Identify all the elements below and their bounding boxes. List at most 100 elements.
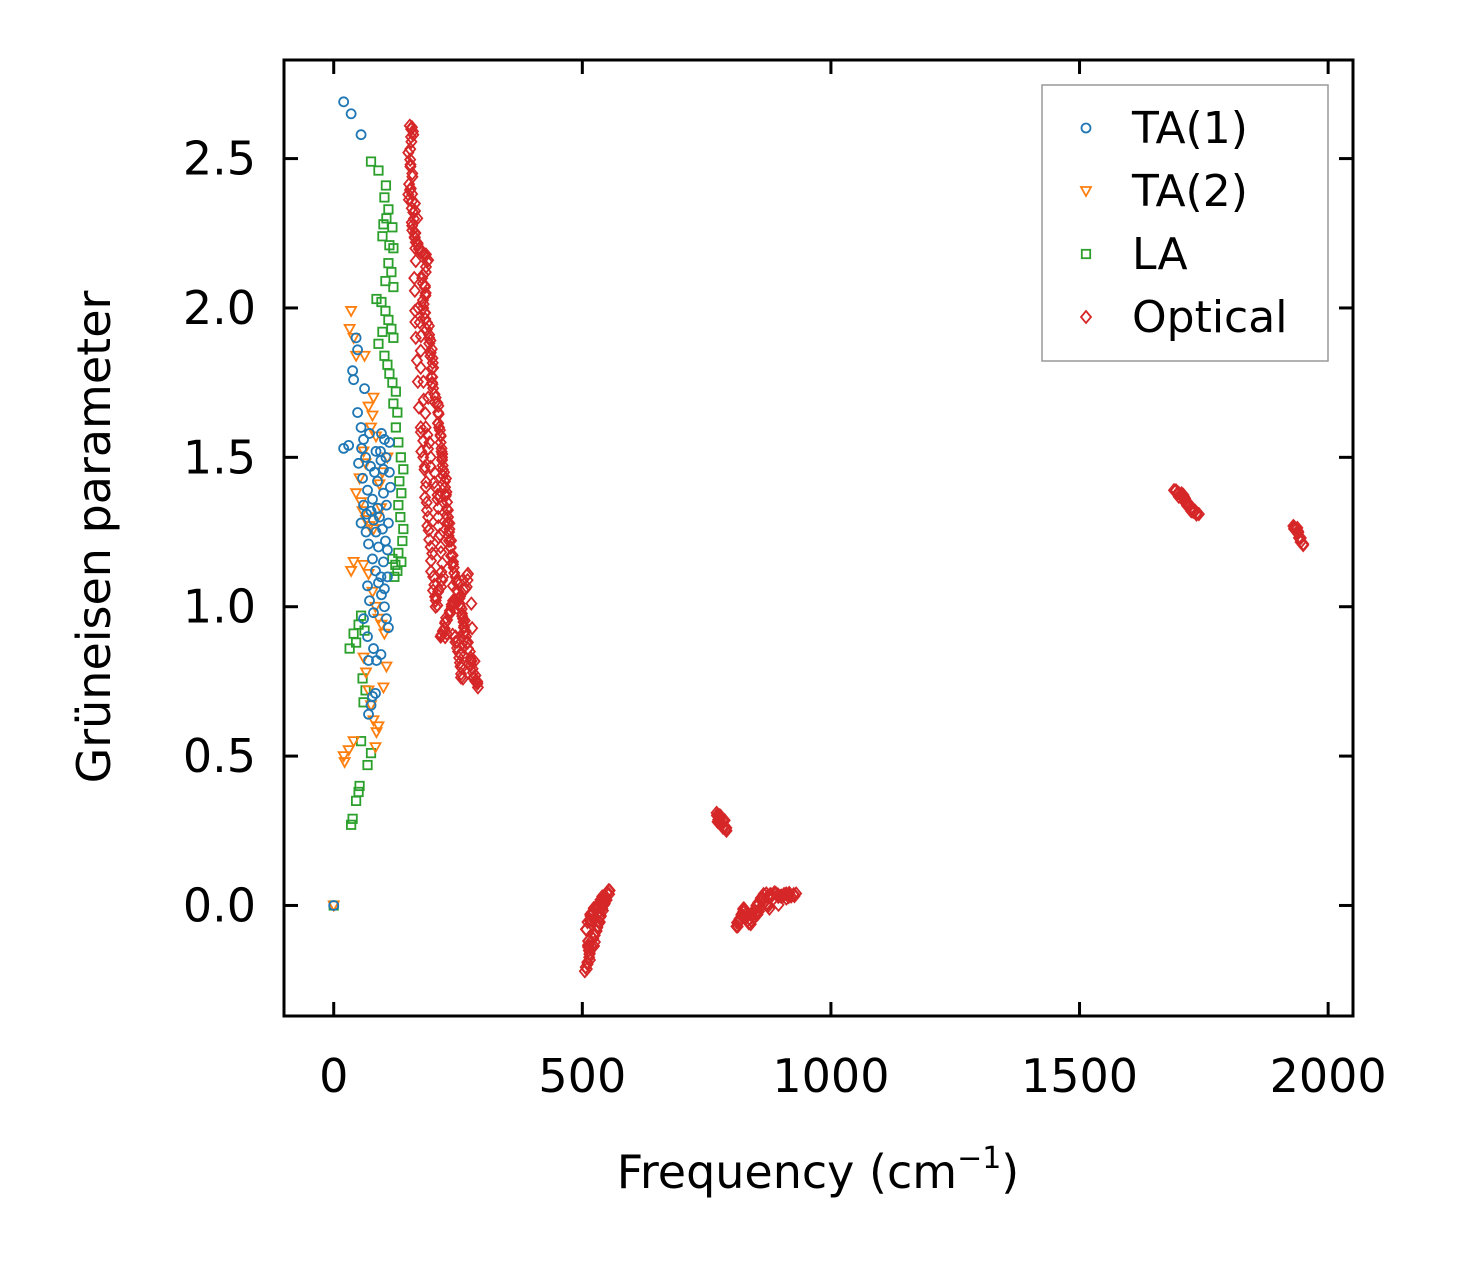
data-point [387,222,398,233]
data-point [350,637,362,648]
series-optical [402,118,1310,979]
data-point [388,281,399,293]
data-point [454,670,468,685]
data-point [368,601,383,614]
data-point [357,446,371,459]
data-point [432,398,445,414]
data-point [405,186,419,202]
data-point [370,565,381,577]
x-tick-label: 1000 [772,1049,889,1103]
data-point [352,344,363,356]
data-point [352,407,363,418]
data-point [432,530,445,545]
data-point [337,751,351,763]
x-tick-label: 0 [319,1049,348,1103]
data-point [349,350,363,363]
data-point [357,559,371,572]
data-point [378,556,389,568]
data-point [408,283,422,299]
legend-marker [1080,122,1092,134]
legend: TA(1) TA(2) LA Optical [1041,84,1329,362]
data-point [375,445,386,457]
series-ta-2- [327,306,394,913]
data-point [471,676,484,691]
data-point [426,355,439,371]
data-point [379,601,390,613]
data-point [772,889,785,905]
data-point [353,457,364,469]
data-point [350,795,362,807]
data-point [446,578,460,594]
data-point [354,780,365,792]
data-point [371,721,385,734]
data-point [396,488,407,499]
data-point [375,649,387,660]
x-axis-label-close: ) [1001,1145,1019,1199]
data-point [365,460,376,472]
data-point [409,253,422,269]
data-point [404,157,417,173]
data-point [395,452,406,463]
data-point [465,653,478,669]
data-point [457,618,471,634]
data-point [417,433,430,449]
data-point [378,487,389,499]
data-point [344,565,358,578]
data-point [380,180,392,191]
data-point [444,540,457,556]
data-point [347,557,361,569]
data-point [348,374,360,386]
y-tick-label: 2.0 [183,281,256,335]
data-point [358,613,369,625]
data-point [361,568,376,581]
data-point [420,322,433,337]
data-point [373,541,384,553]
data-point [354,497,368,510]
data-point [428,465,441,481]
data-point [377,231,388,242]
data-point [431,597,444,613]
data-point [383,517,394,529]
data-point [345,108,357,120]
data-point [414,343,427,359]
data-point [381,213,392,224]
data-point [357,472,368,484]
data-point [383,622,394,634]
data-point [364,595,375,607]
data-point [365,699,377,711]
data-point [350,332,362,344]
data-point [338,442,350,454]
data-point [418,459,431,475]
data-point [434,539,447,555]
data-point [440,484,453,500]
x-tick-label: 1500 [1021,1049,1138,1103]
data-point [379,192,390,203]
data-point [408,303,422,319]
data-point [364,428,375,439]
data-point [387,553,398,565]
data-point [788,887,801,903]
data-point [338,96,350,108]
data-point [443,515,456,531]
data-point [355,129,367,141]
data-point [1190,505,1204,521]
data-point [405,215,418,230]
data-point [432,500,445,516]
data-point [360,526,372,538]
data-point [359,667,373,680]
legend-marker [1079,309,1093,325]
data-point [347,736,361,749]
data-point [420,474,433,490]
data-point [422,327,436,343]
data-point [435,572,449,588]
data-point [413,314,426,330]
data-point [602,882,615,898]
data-point [421,441,435,457]
x-tick-label: 500 [538,1049,626,1103]
data-point [368,643,379,654]
data-point [370,687,381,699]
data-point [377,326,388,337]
data-point [425,341,438,357]
data-point [395,511,406,523]
